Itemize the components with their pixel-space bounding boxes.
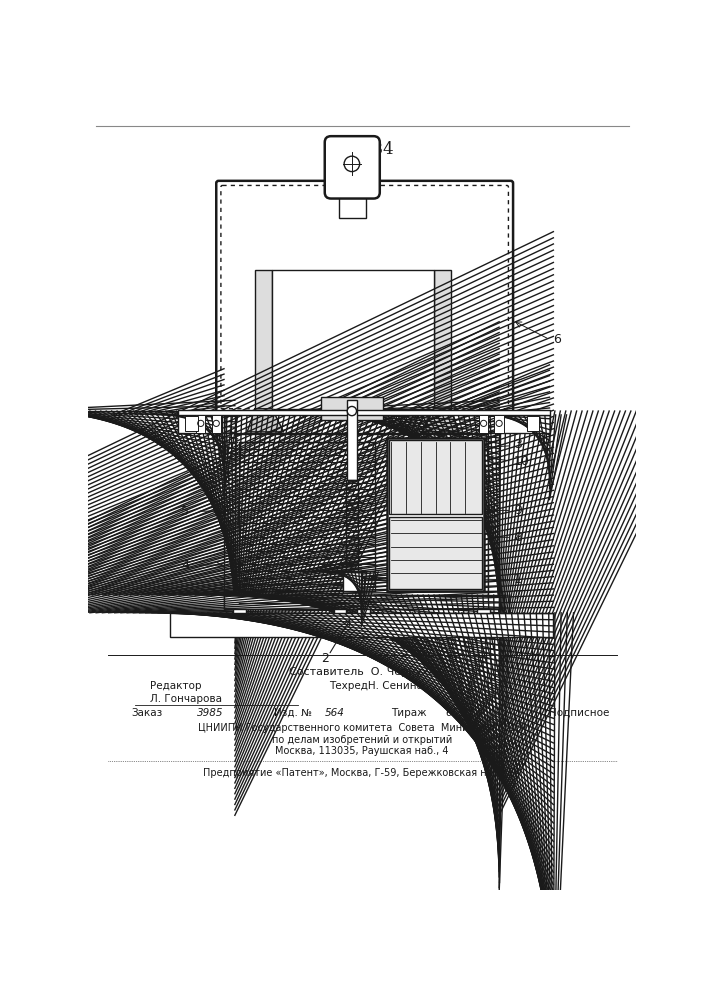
Bar	[211, 415, 221, 433]
Bar	[389, 440, 482, 514]
Text: Москва, 113035, Раушская наб., 4: Москва, 113035, Раушская наб., 4	[275, 746, 449, 756]
Text: 9: 9	[514, 504, 522, 517]
Bar	[177, 410, 549, 415]
Bar	[494, 415, 504, 433]
Text: ЦНИИПИ Государственного комитета  Совета  Министров СССР: ЦНИИПИ Государственного комитета Совета …	[197, 723, 527, 733]
Bar	[196, 415, 206, 433]
Bar	[389, 517, 482, 589]
Polygon shape	[422, 409, 459, 432]
Bar	[177, 415, 224, 433]
FancyBboxPatch shape	[216, 181, 513, 413]
Text: по делам изобретений и открытий: по делам изобретений и открытий	[271, 735, 452, 745]
FancyBboxPatch shape	[325, 136, 380, 199]
Text: 564: 564	[325, 708, 344, 718]
Bar	[343, 572, 361, 591]
Bar	[223, 413, 501, 433]
Text: Изд. №: Изд. №	[274, 708, 312, 718]
Text: Составитель  О. Чернуха: Составитель О. Чернуха	[288, 667, 436, 677]
Text: 2: 2	[321, 652, 329, 666]
Bar	[224, 595, 499, 609]
Text: Л. Гончарова: Л. Гончарова	[151, 694, 223, 704]
Text: 449284: 449284	[330, 141, 394, 158]
Bar	[434, 270, 451, 409]
Bar	[489, 411, 499, 609]
Bar	[527, 416, 539, 431]
Bar	[321, 397, 383, 420]
Bar	[170, 613, 554, 637]
Text: 5: 5	[181, 505, 189, 518]
Text: 10: 10	[514, 455, 530, 468]
Bar	[334, 609, 346, 613]
Bar	[387, 438, 484, 591]
Bar	[499, 415, 549, 433]
Bar	[499, 415, 549, 433]
Bar	[239, 442, 375, 591]
Text: Редактор: Редактор	[151, 681, 202, 691]
Bar	[224, 595, 499, 609]
Bar	[479, 415, 489, 433]
Bar	[224, 411, 235, 609]
Text: 7: 7	[514, 589, 522, 602]
Bar	[255, 270, 272, 409]
Bar	[177, 415, 224, 433]
Text: 1: 1	[514, 573, 522, 586]
Bar	[235, 434, 489, 595]
Text: 3985: 3985	[197, 708, 223, 718]
Bar	[224, 411, 235, 609]
Bar	[170, 613, 554, 637]
Bar	[357, 609, 370, 613]
Text: 6: 6	[554, 333, 561, 346]
Text: 8: 8	[514, 531, 522, 544]
Bar	[339, 182, 366, 218]
Text: Предприятие «Патент», Москва, Г-59, Бережковская наб., 24: Предприятие «Патент», Москва, Г-59, Бере…	[204, 768, 520, 778]
Bar	[343, 572, 361, 591]
Text: Подписное: Подписное	[549, 708, 610, 718]
Bar	[185, 416, 198, 431]
Bar	[489, 411, 499, 609]
Bar	[233, 609, 246, 613]
Polygon shape	[247, 409, 284, 432]
Text: Заказ: Заказ	[131, 708, 162, 718]
Text: 3: 3	[514, 438, 522, 451]
Circle shape	[347, 406, 356, 416]
Bar	[347, 400, 356, 480]
Text: Тираж: Тираж	[391, 708, 426, 718]
Text: 4: 4	[181, 559, 189, 572]
Bar	[272, 270, 434, 409]
Text: ТехредН. Сенина: ТехредН. Сенина	[329, 681, 423, 691]
Bar	[477, 609, 490, 613]
Bar	[346, 480, 358, 572]
Text: 651: 651	[445, 708, 464, 718]
